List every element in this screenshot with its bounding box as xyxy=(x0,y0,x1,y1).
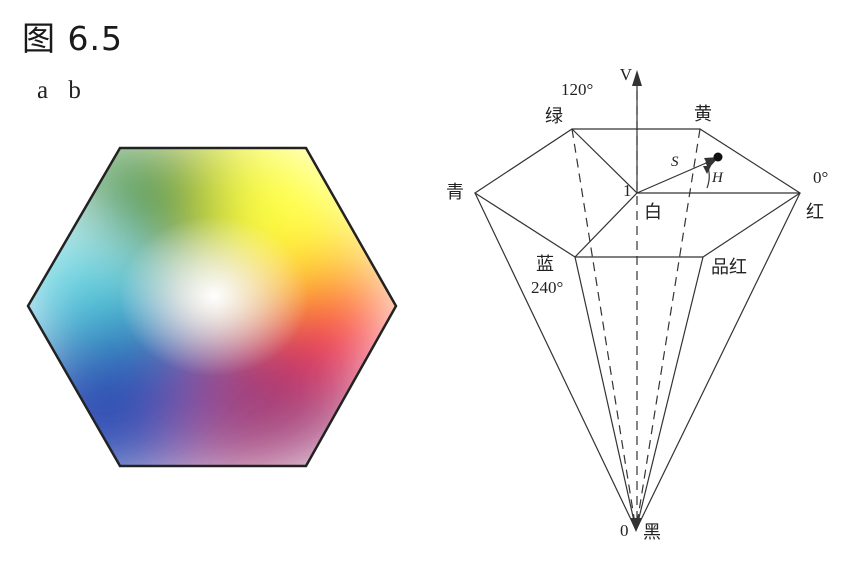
h-angle-arc xyxy=(705,161,710,189)
cone-edge-magenta xyxy=(635,256,704,531)
panel-label-a: a xyxy=(37,77,49,104)
label-angle-0: 0° xyxy=(813,168,828,187)
h-arc-arrow-icon xyxy=(703,166,711,174)
cone-edge-blue xyxy=(574,256,637,531)
hexagon-outline xyxy=(26,146,398,468)
label-s: S xyxy=(671,154,679,170)
label-magenta: 品红 xyxy=(711,257,747,278)
label-value-one: 1 xyxy=(623,181,632,200)
cone-edge-yellow-hidden xyxy=(635,128,701,531)
label-black: 黑 xyxy=(643,522,661,543)
label-value-zero: 0 xyxy=(620,521,629,540)
apex-marker-icon xyxy=(630,518,642,532)
top-face-line-blue xyxy=(574,192,638,258)
figure-title: 图 6.5 xyxy=(22,19,123,58)
label-red: 红 xyxy=(806,202,824,223)
panel-labels: a b xyxy=(37,77,95,105)
label-cyan: 青 xyxy=(446,182,464,203)
label-h: H xyxy=(711,170,724,186)
v-axis-arrow-icon xyxy=(632,70,642,86)
top-face-line-green xyxy=(571,128,638,194)
color-hexagon-panel xyxy=(24,146,400,468)
label-v-axis: V xyxy=(620,65,633,84)
cone-edge-red xyxy=(635,192,801,531)
s-vector xyxy=(636,159,714,194)
label-yellow: 黄 xyxy=(694,104,712,125)
panel-label-b: b xyxy=(68,77,81,104)
label-green: 绿 xyxy=(545,106,563,127)
color-point xyxy=(713,152,723,162)
label-blue: 蓝 xyxy=(536,254,554,275)
label-white: 白 xyxy=(644,202,662,223)
cone-edge-green-hidden xyxy=(571,128,637,531)
label-angle-240: 240° xyxy=(531,278,563,297)
center-white-glow xyxy=(119,216,309,376)
cone-edge-cyan xyxy=(474,192,637,531)
label-angle-120: 120° xyxy=(561,80,593,99)
color-hexagon xyxy=(26,146,398,468)
